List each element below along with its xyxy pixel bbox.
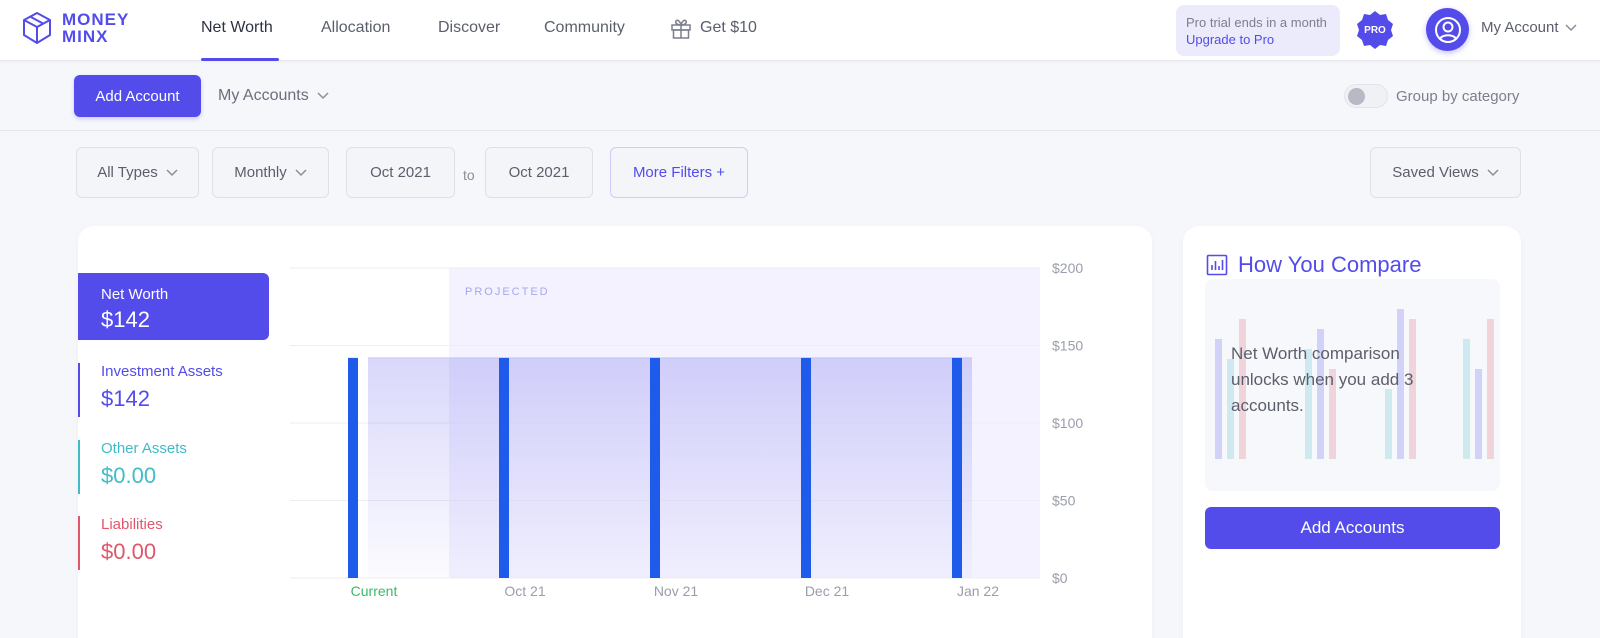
nav-community[interactable]: Community bbox=[544, 19, 625, 36]
x-tick-label: Dec 21 bbox=[805, 583, 850, 599]
my-accounts-label: My Accounts bbox=[218, 87, 309, 104]
chart-bar bbox=[499, 357, 509, 578]
other-assets-label: Other Assets bbox=[101, 440, 187, 457]
x-tick-label: Oct 21 bbox=[504, 583, 545, 599]
compare-preview-placeholder bbox=[1205, 279, 1500, 491]
compare-locked-message: Net Worth comparison unlocks when you ad… bbox=[1231, 344, 1414, 415]
nav-net-worth[interactable]: Net Worth bbox=[201, 19, 273, 36]
logo[interactable]: MONEY MINX bbox=[20, 10, 129, 46]
upgrade-to-pro-link[interactable]: Upgrade to Pro bbox=[1186, 32, 1275, 47]
date-range-separator: to bbox=[463, 167, 475, 183]
chart-bar bbox=[952, 357, 962, 578]
liabilities-stat[interactable]: Liabilities $0.00 bbox=[78, 516, 268, 570]
gift-label: Get $10 bbox=[700, 19, 757, 36]
add-account-button[interactable]: Add Account bbox=[74, 75, 201, 117]
investment-assets-stat[interactable]: Investment Assets $142 bbox=[78, 363, 268, 417]
group-by-category-toggle[interactable] bbox=[1344, 84, 1388, 108]
chevron-down-icon bbox=[295, 168, 307, 176]
my-account-label: My Account bbox=[1481, 19, 1559, 36]
compare-title: How You Compare bbox=[1238, 252, 1422, 277]
saved-views-label: Saved Views bbox=[1392, 164, 1479, 181]
net-worth-label: Net Worth bbox=[101, 286, 169, 303]
projected-label: PROJECTED bbox=[465, 286, 550, 298]
chevron-down-icon bbox=[166, 168, 178, 176]
chevron-down-icon bbox=[1487, 168, 1499, 176]
top-nav: MONEY MINX Net Worth Allocation Discover… bbox=[0, 0, 1600, 61]
add-accounts-button[interactable]: Add Accounts bbox=[1205, 507, 1500, 549]
pro-badge-label: PRO bbox=[1364, 24, 1386, 36]
avatar[interactable] bbox=[1426, 8, 1469, 51]
y-tick-label: $0 bbox=[1052, 570, 1068, 586]
liabilities-value: $0.00 bbox=[101, 539, 157, 564]
interval-filter[interactable]: Monthly bbox=[212, 147, 329, 198]
x-tick-label: Jan 22 bbox=[957, 583, 999, 599]
all-types-filter[interactable]: All Types bbox=[76, 147, 199, 198]
net-worth-area bbox=[368, 357, 972, 578]
y-tick-label: $50 bbox=[1052, 493, 1076, 509]
group-by-category-label: Group by category bbox=[1396, 88, 1520, 105]
net-worth-value: $142 bbox=[101, 307, 150, 332]
toggle-knob bbox=[1348, 88, 1365, 105]
other-assets-value: $0.00 bbox=[101, 463, 157, 488]
to-date-picker[interactable]: Oct 2021 bbox=[485, 147, 593, 198]
my-accounts-dropdown[interactable]: My Accounts bbox=[218, 87, 329, 105]
chart-bar bbox=[650, 357, 660, 578]
blurred-chart-preview bbox=[1215, 309, 1494, 459]
get-10-link[interactable]: Get $10 bbox=[670, 17, 757, 39]
from-date-picker[interactable]: Oct 2021 bbox=[346, 147, 455, 198]
account-toolbar bbox=[0, 61, 1600, 131]
y-tick-label: $200 bbox=[1052, 260, 1083, 276]
logo-text-line1: MONEY bbox=[62, 10, 130, 29]
saved-views-dropdown[interactable]: Saved Views bbox=[1370, 147, 1521, 198]
x-tick-label: Current bbox=[351, 583, 398, 599]
y-tick-label: $100 bbox=[1052, 415, 1083, 431]
pro-trial-banner: Pro trial ends in a month Upgrade to Pro bbox=[1176, 5, 1340, 56]
user-icon bbox=[1434, 16, 1461, 43]
nav-active-indicator bbox=[201, 58, 279, 61]
chart-bar bbox=[348, 357, 358, 578]
other-assets-stat[interactable]: Other Assets $0.00 bbox=[78, 440, 268, 494]
chart-bar bbox=[801, 357, 811, 578]
more-filters-button[interactable]: More Filters + bbox=[610, 147, 748, 198]
investment-assets-label: Investment Assets bbox=[101, 363, 223, 380]
how-you-compare-header: How You Compare bbox=[1206, 252, 1421, 278]
net-worth-tile[interactable]: Net Worth $142 bbox=[78, 273, 269, 340]
logo-text-line2: MINX bbox=[62, 27, 109, 46]
pro-badge-icon bbox=[1357, 11, 1393, 49]
chevron-down-icon bbox=[317, 92, 329, 100]
all-types-label: All Types bbox=[97, 164, 158, 181]
nav-allocation[interactable]: Allocation bbox=[321, 19, 391, 36]
gift-icon bbox=[671, 19, 691, 39]
liabilities-label: Liabilities bbox=[101, 516, 163, 533]
net-worth-chart: PROJECTED $0 $50 $100 $150 $200 Current Oct 21 N… bbox=[290, 260, 1083, 599]
trial-ends-text: Pro trial ends in a month bbox=[1186, 15, 1327, 30]
chevron-down-icon bbox=[1565, 23, 1577, 31]
investment-assets-value: $142 bbox=[101, 386, 150, 411]
my-account-menu[interactable]: My Account bbox=[1481, 19, 1577, 36]
nav-discover[interactable]: Discover bbox=[438, 19, 501, 36]
pro-badge[interactable]: PRO bbox=[1355, 10, 1395, 50]
money-minx-logo-icon bbox=[23, 12, 51, 44]
interval-label: Monthly bbox=[234, 164, 287, 181]
bar-chart-icon bbox=[1206, 254, 1228, 276]
x-tick-label: Nov 21 bbox=[654, 583, 699, 599]
y-tick-label: $150 bbox=[1052, 338, 1083, 354]
